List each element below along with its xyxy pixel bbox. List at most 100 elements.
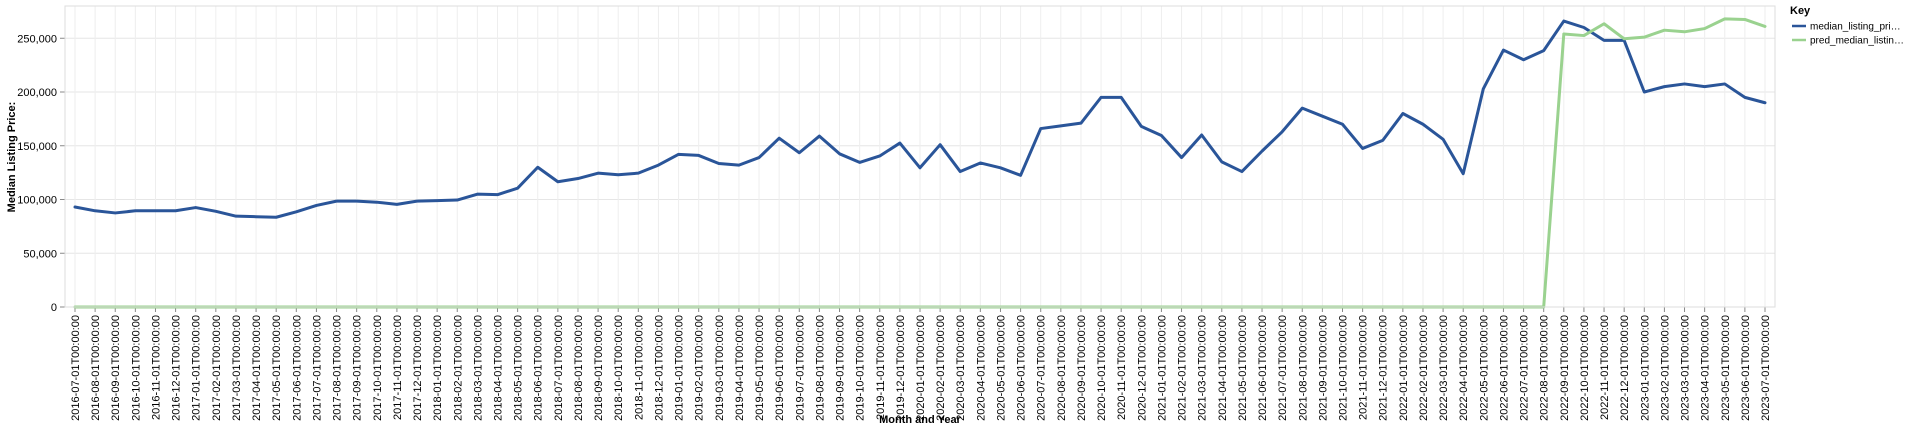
x-tick-label: 2017-11-01T00:00:00 [392,315,404,420]
x-tick-label: 2020-07-01T00:00:00 [1036,315,1048,421]
x-tick-label: 2020-10-01T00:00:00 [1096,315,1108,421]
x-tick-label: 2021-08-01T00:00:00 [1297,315,1309,421]
x-tick-label: 2020-06-01T00:00:00 [1016,315,1028,421]
x-tick-label: 2022-05-01T00:00:00 [1478,315,1490,421]
x-tick-label: 2019-12-01T00:00:00 [895,315,907,421]
x-tick-label: 2020-04-01T00:00:00 [975,315,987,421]
legend-label: median_listing_pri… [1810,22,1901,33]
x-tick-label: 2018-04-01T00:00:00 [493,315,505,421]
x-tick-label: 2019-06-01T00:00:00 [774,315,786,421]
x-tick-label: 2022-01-01T00:00:00 [1398,315,1410,421]
x-axis-title: Month and Year [879,414,961,426]
y-axis: 0 50,000 100,000 150,000 200,000 250,000 [17,6,66,314]
legend-title: Key [1790,5,1811,17]
x-tick-label: 2022-10-01T00:00:00 [1579,315,1591,421]
y-tick-label: 250,000 [17,33,57,45]
y-tick-label: 0 [51,302,57,314]
x-tick-label: 2016-12-01T00:00:00 [171,315,183,421]
x-axis: 2016-07-01T00:00:00 2016-08-01T00:00:00 20… [65,306,1775,421]
x-tick-label: 2017-01-01T00:00:00 [191,315,203,421]
x-tick-label: 2018-11-01T00:00:00 [633,315,645,420]
x-tick-label: 2020-01-01T00:00:00 [915,315,927,421]
x-tick-label: 2022-07-01T00:00:00 [1519,315,1531,421]
x-tick-label: 2018-12-01T00:00:00 [653,315,665,421]
x-tick-label: 2017-08-01T00:00:00 [332,315,344,421]
x-tick-label: 2019-11-01T00:00:00 [875,315,887,420]
x-tick-label: 2021-02-01T00:00:00 [1177,315,1189,421]
x-tick-label: 2017-05-01T00:00:00 [271,315,283,421]
x-tick-label: 2019-01-01T00:00:00 [674,315,686,421]
x-tick-label: 2019-09-01T00:00:00 [835,315,847,421]
grid-lines [65,6,1775,308]
x-tick-label: 2017-04-01T00:00:00 [251,315,263,421]
x-tick-label: 2016-11-01T00:00:00 [150,315,162,420]
series-line-1 [73,19,1767,219]
x-tick-label: 2020-05-01T00:00:00 [995,315,1007,421]
y-tick-label: 200,000 [17,87,57,99]
x-tick-label: 2018-09-01T00:00:00 [593,315,605,421]
y-tick-label: 150,000 [17,141,57,153]
x-tick-label: 2019-07-01T00:00:00 [794,315,806,421]
x-tick-label: 2020-02-01T00:00:00 [935,315,947,421]
x-tick-label: 2023-01-01T00:00:00 [1639,315,1651,421]
x-tick-label: 2023-02-01T00:00:00 [1659,315,1671,421]
x-tick-label: 2020-12-01T00:00:00 [1136,315,1148,421]
x-tick-label: 2019-04-01T00:00:00 [734,315,746,421]
x-tick-label: 2023-04-01T00:00:00 [1700,315,1712,421]
x-tick-label: 2019-08-01T00:00:00 [814,315,826,421]
x-tick-label: 2021-05-01T00:00:00 [1237,315,1249,421]
x-tick-label: 2016-10-01T00:00:00 [130,315,142,421]
x-tick-label: 2017-10-01T00:00:00 [372,315,384,421]
y-tick-label: 100,000 [17,195,57,207]
x-tick-label: 2021-01-01T00:00:00 [1156,315,1168,421]
x-tick-label: 2022-09-01T00:00:00 [1559,315,1571,421]
x-tick-label: 2018-05-01T00:00:00 [513,315,525,421]
x-tick-label: 2018-02-01T00:00:00 [452,315,464,421]
x-tick-label: 2021-06-01T00:00:00 [1257,315,1269,421]
x-tick-label: 2018-06-01T00:00:00 [533,315,545,421]
legend-label: pred_median_listin… [1810,36,1904,47]
x-tick-label: 2023-06-01T00:00:00 [1740,315,1752,421]
x-tick-label: 2018-03-01T00:00:00 [472,315,484,421]
x-tick-label: 2016-09-01T00:00:00 [110,315,122,421]
x-tick-label: 2017-02-01T00:00:00 [211,315,223,421]
x-tick-label: 2022-03-01T00:00:00 [1438,315,1450,421]
x-tick-label: 2018-08-01T00:00:00 [573,315,585,421]
x-tick-label: 2019-10-01T00:00:00 [855,315,867,421]
x-tick-label: 2022-04-01T00:00:00 [1458,315,1470,421]
x-tick-label: 2022-11-01T00:00:00 [1599,315,1611,420]
x-tick-label: 2021-09-01T00:00:00 [1317,315,1329,421]
x-tick-label: 2021-07-01T00:00:00 [1277,315,1289,421]
x-tick-label: 2019-02-01T00:00:00 [694,315,706,421]
x-tick-label: 2019-05-01T00:00:00 [754,315,766,421]
legend: Key median_listing_pri… pred_median_listi… [1790,5,1904,47]
x-tick-label: 2020-03-01T00:00:00 [955,315,967,421]
y-axis-title: Median Listing Price: [6,102,18,213]
x-tick-label: 2022-02-01T00:00:00 [1418,315,1430,421]
x-tick-label: 2021-10-01T00:00:00 [1338,315,1350,421]
x-tick-label: 2022-08-01T00:00:00 [1539,315,1551,421]
x-tick-label: 2020-09-01T00:00:00 [1076,315,1088,421]
x-tick-label: 2021-12-01T00:00:00 [1378,315,1390,421]
x-tick-label: 2020-11-01T00:00:00 [1116,315,1128,420]
x-tick-label: 2017-09-01T00:00:00 [352,315,364,421]
plot-frame [64,5,1776,308]
x-tick-label: 2017-03-01T00:00:00 [231,315,243,421]
x-tick-label: 2018-01-01T00:00:00 [432,315,444,421]
x-tick-label: 2023-05-01T00:00:00 [1720,315,1732,421]
x-tick-label: 2016-08-01T00:00:00 [90,315,102,421]
x-tick-label: 2016-07-01T00:00:00 [70,315,82,421]
x-tick-label: 2018-07-01T00:00:00 [553,315,565,421]
y-tick-label: 50,000 [23,248,57,260]
x-tick-label: 2017-12-01T00:00:00 [412,315,424,421]
x-tick-label: 2023-03-01T00:00:00 [1680,315,1692,421]
x-tick-label: 2022-06-01T00:00:00 [1498,315,1510,421]
x-tick-label: 2022-12-01T00:00:00 [1619,315,1631,421]
x-tick-label: 2017-06-01T00:00:00 [291,315,303,421]
x-tick-label: 2021-04-01T00:00:00 [1217,315,1229,421]
x-tick-label: 2019-03-01T00:00:00 [714,315,726,421]
x-tick-label: 2020-08-01T00:00:00 [1056,315,1068,421]
x-tick-label: 2021-11-01T00:00:00 [1358,315,1370,420]
x-tick-label: 2017-07-01T00:00:00 [311,315,323,421]
